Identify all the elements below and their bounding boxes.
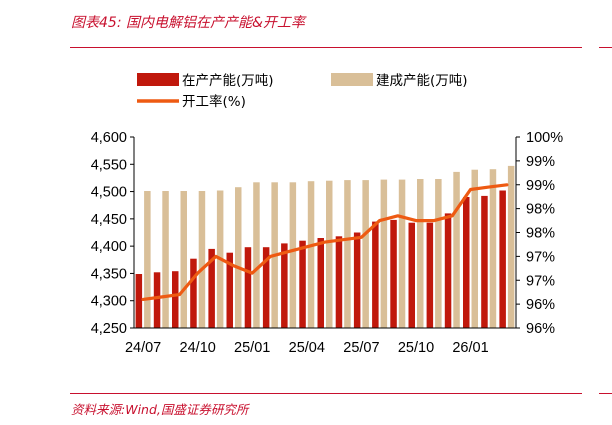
bottom-rule-right: [599, 393, 612, 394]
right-tick-label: 97%: [526, 273, 555, 289]
bar-built-capacity: [344, 180, 351, 328]
bar-in-production: [444, 213, 452, 328]
bar-in-production: [481, 195, 488, 328]
bar-in-production: [262, 247, 270, 328]
left-tick-label: 4,450: [91, 212, 127, 228]
bar-in-production: [299, 240, 306, 328]
right-tick-label: 97%: [526, 249, 555, 265]
x-tick-label: 26/01: [452, 340, 488, 356]
left-tick-label: 4,500: [91, 185, 127, 201]
bar-built-capacity: [235, 187, 242, 328]
in-production-bars: [135, 190, 506, 328]
bar-in-production: [372, 221, 379, 328]
bar-built-capacity: [289, 182, 297, 328]
figure-title: 图表45: 国内电解铝在产产能&开工率: [71, 15, 305, 31]
left-tick-label: 4,350: [91, 266, 127, 282]
bar-built-capacity: [144, 191, 151, 328]
bar-built-capacity: [453, 171, 460, 328]
bar-in-production: [208, 248, 215, 328]
left-tick-label: 4,600: [91, 130, 127, 146]
right-tick-label: 96%: [526, 321, 555, 337]
bar-in-production: [226, 252, 233, 328]
x-tick-label: 25/01: [234, 340, 270, 356]
legend-label-built-capacity: 建成产能(万吨): [376, 73, 468, 89]
right-tick-label: 99%: [526, 154, 555, 170]
legend-swatch-in-production: [137, 73, 179, 86]
left-tick-label: 4,300: [91, 294, 127, 310]
bar-built-capacity: [398, 179, 406, 328]
bar-in-production: [463, 197, 470, 328]
bar-in-production: [281, 243, 288, 328]
chart-axes: 4,250 4,300 4,350 4,400 4,450 4,500 4,550 4,600…: [91, 130, 563, 356]
bar-in-production: [335, 236, 343, 328]
left-tick-label: 4,250: [91, 321, 127, 337]
bar-in-production: [135, 274, 143, 328]
x-tick-label: 25/10: [398, 340, 434, 356]
top-rule-right: [599, 47, 612, 48]
source-note: 资料来源:Wind,国盛证券研究所: [71, 402, 249, 417]
x-tick-label: 24/07: [125, 340, 161, 356]
right-tick-label: 98%: [526, 226, 555, 242]
bar-built-capacity: [307, 181, 315, 328]
right-tick-label: 96%: [526, 297, 555, 313]
utilization-line: [141, 183, 509, 301]
bar-in-production: [153, 272, 161, 328]
x-tick-label: 24/10: [180, 340, 216, 356]
bar-in-production: [353, 232, 361, 328]
bar-in-production: [244, 247, 252, 328]
bar-built-capacity: [489, 169, 497, 328]
bar-built-capacity: [180, 191, 187, 328]
built-capacity-bars: [144, 165, 515, 328]
bar-in-production: [190, 258, 197, 328]
legend-label-utilization: 开工率(%): [182, 93, 246, 110]
right-tick-label: 98%: [526, 202, 555, 218]
bar-in-production: [499, 190, 506, 328]
right-tick-label: 100%: [526, 130, 563, 146]
bar-in-production: [426, 222, 434, 328]
bottom-rule: [70, 393, 582, 394]
bar-in-production: [317, 238, 324, 328]
bar-built-capacity: [435, 179, 442, 328]
bar-in-production: [172, 271, 179, 328]
left-tick-label: 4,400: [91, 239, 127, 255]
legend-label-in-production: 在产产能(万吨): [182, 73, 274, 89]
bar-built-capacity: [162, 191, 169, 328]
bar-in-production: [408, 222, 415, 328]
x-tick-label: 25/04: [289, 340, 325, 356]
bar-built-capacity: [471, 169, 478, 328]
bar-built-capacity: [362, 180, 369, 328]
bar-built-capacity: [507, 165, 515, 328]
bar-built-capacity: [417, 179, 424, 328]
bar-built-capacity: [326, 180, 333, 328]
bar-in-production: [390, 219, 397, 328]
chart-legend: 在产产能(万吨) 建成产能(万吨) 开工率(%): [137, 73, 468, 110]
bar-built-capacity: [198, 191, 206, 328]
x-tick-label: 25/07: [343, 340, 379, 356]
legend-swatch-built-capacity: [331, 73, 373, 86]
top-rule: [70, 47, 582, 48]
bar-built-capacity: [253, 182, 260, 328]
left-tick-label: 4,550: [91, 157, 127, 173]
utilization-line-group: [141, 183, 509, 301]
right-tick-label: 99%: [526, 178, 555, 194]
bar-built-capacity: [380, 179, 388, 328]
